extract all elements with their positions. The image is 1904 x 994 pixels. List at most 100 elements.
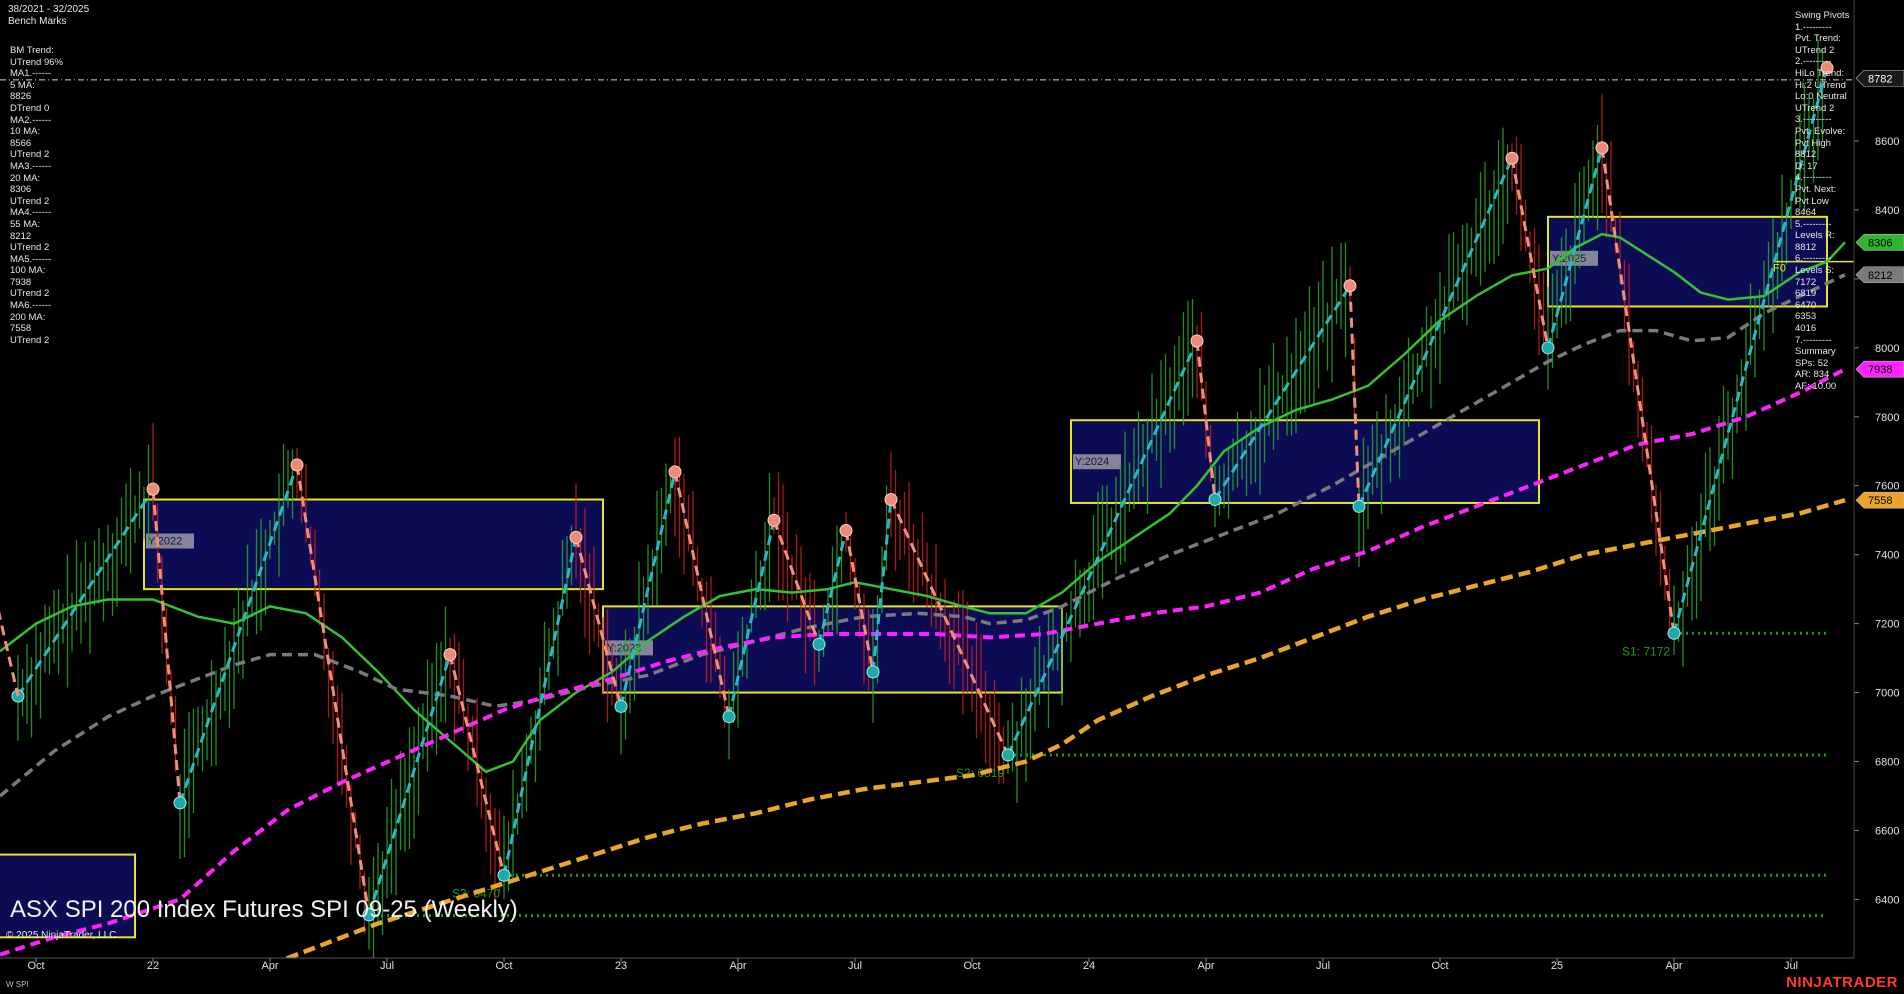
benchmark-line: 8212 bbox=[10, 230, 32, 242]
swing-pivot-high bbox=[839, 524, 853, 538]
swing-pivot-high bbox=[884, 493, 898, 507]
x-tick-label: Jul bbox=[1316, 960, 1330, 972]
year-box-label: Y:2025 bbox=[1552, 253, 1586, 265]
pivot-line: 6.--------- bbox=[1795, 253, 1832, 265]
benchmark-line: MA4.------ bbox=[10, 207, 52, 219]
swing-pivot-high bbox=[1505, 151, 1519, 165]
y-tick-label: 8000 bbox=[1875, 343, 1899, 355]
benchmark-line: 8566 bbox=[10, 137, 32, 149]
y-tick-label: 7800 bbox=[1875, 412, 1899, 424]
swing-pivot-low bbox=[812, 637, 826, 651]
swing-pivot-high bbox=[146, 482, 160, 496]
pivot-line: HiLo Trend: bbox=[1795, 67, 1845, 79]
pivot-line: 4.--------- bbox=[1795, 172, 1832, 184]
benchmark-line: MA1.------ bbox=[10, 68, 52, 80]
swing-segment bbox=[1600, 147, 1676, 634]
pivot-line: AR: 834 bbox=[1795, 369, 1830, 381]
pivot-line: 8812 bbox=[1795, 149, 1817, 161]
benchmark-line: MA6.------ bbox=[10, 300, 52, 312]
pivot-line: 7.--------- bbox=[1795, 334, 1832, 346]
year-box bbox=[143, 498, 604, 591]
swing-segment bbox=[0, 611, 20, 697]
ninjatrader-logo: NINJATRADER bbox=[1786, 974, 1898, 991]
swing-pivot-low bbox=[173, 796, 187, 810]
pivot-line: 6470 bbox=[1795, 299, 1817, 311]
pivot-line: 2.--------- bbox=[1795, 56, 1832, 68]
swing-pivot-high bbox=[443, 648, 457, 662]
pivot-line: 1.--------- bbox=[1795, 21, 1832, 33]
pivot-line: Pvt Low bbox=[1795, 195, 1829, 207]
year-box-tag bbox=[605, 640, 653, 656]
benchmark-line: 55 MA: bbox=[10, 218, 41, 230]
x-tick-label: Jul bbox=[848, 960, 862, 972]
year-box-label: Y:2022 bbox=[148, 536, 182, 548]
benchmark-line: MA2.------ bbox=[10, 114, 52, 126]
pivot-line: Pvt. Next: bbox=[1795, 183, 1837, 195]
benchmarks-panel: BM Trend: UTrend 96% MA1.------ 5 MA: 8826 DT… bbox=[10, 45, 63, 346]
benchmark-line: UTrend 2 bbox=[10, 195, 50, 207]
x-tick-label: Apr bbox=[729, 960, 746, 972]
y-tick-label: 8600 bbox=[1875, 136, 1899, 148]
benchmark-line: 8826 bbox=[10, 91, 32, 103]
pivot-line: Pvt. Evolve: bbox=[1795, 125, 1846, 137]
x-tick-label: Apr bbox=[1197, 960, 1214, 972]
swing-pivot-low bbox=[614, 699, 628, 713]
pivot-line: 6819 bbox=[1795, 288, 1817, 300]
price-marker-label: 8212 bbox=[1868, 270, 1892, 282]
price-marker bbox=[1855, 491, 1904, 509]
benchmark-line: 5 MA: bbox=[10, 79, 35, 91]
y-tick-label: 8400 bbox=[1875, 205, 1899, 217]
y-tick-label: 7600 bbox=[1875, 481, 1899, 493]
pivot-line: Levels R: bbox=[1795, 230, 1835, 242]
swing-segment bbox=[871, 499, 893, 673]
swing-segment bbox=[16, 488, 155, 697]
x-tick-label: 25 bbox=[1551, 960, 1563, 972]
year-box bbox=[1070, 419, 1540, 504]
swing-segment bbox=[1672, 67, 1829, 634]
x-tick-label: Jul bbox=[380, 960, 394, 972]
pivot-line: Summary bbox=[1795, 346, 1836, 358]
x-tick-label: Jul bbox=[1784, 960, 1798, 972]
chart-title: ASX SPI 200 Index Futures SPI 09-25 (Wee… bbox=[10, 896, 518, 923]
swing-segment bbox=[1510, 157, 1550, 349]
swing-pivot-high bbox=[1190, 334, 1204, 348]
swing-segment bbox=[1195, 340, 1217, 500]
swing-pivot-low bbox=[1541, 341, 1555, 355]
benchmark-line: BM Trend: bbox=[10, 45, 54, 56]
swing-pivots-panel: Swing Pivots 1.--------- Pvt. Trend: UTrend… bbox=[1795, 10, 1849, 393]
benchmark-line: 20 MA: bbox=[10, 172, 41, 184]
swing-segment bbox=[772, 519, 821, 645]
swing-segment bbox=[574, 537, 623, 707]
swing-segment bbox=[1348, 285, 1361, 507]
pivot-line: 7172 bbox=[1795, 276, 1817, 288]
swing-pivot-high bbox=[290, 458, 304, 472]
y-tick-label: 6600 bbox=[1875, 825, 1899, 837]
x-tick-label: Oct bbox=[1431, 960, 1448, 972]
swing-segment bbox=[367, 654, 452, 916]
bench-marks-label: Bench Marks bbox=[8, 16, 67, 27]
swing-segment bbox=[673, 471, 731, 718]
price-marker-label: 8782 bbox=[1868, 73, 1892, 85]
pivot-line: Lo:0 Neutral bbox=[1795, 91, 1847, 103]
year-box bbox=[0, 853, 136, 939]
y-tick-label: 6800 bbox=[1875, 757, 1899, 769]
swing-pivot-low bbox=[497, 868, 511, 882]
instrument-label: W SPI bbox=[6, 980, 29, 989]
benchmark-line: UTrend 2 bbox=[10, 288, 50, 300]
swing-segment bbox=[151, 489, 182, 804]
benchmark-line: UTrend 2 bbox=[10, 242, 50, 254]
swing-pivot-low bbox=[866, 665, 880, 679]
swing-pivot-high bbox=[1820, 61, 1834, 75]
year-box-label: Y:2024 bbox=[1075, 456, 1109, 468]
x-tick-label: Apr bbox=[261, 960, 278, 972]
swing-segment bbox=[1546, 147, 1604, 349]
swing-pivot-high bbox=[668, 465, 682, 479]
pivot-line: AF: 10.00 bbox=[1795, 381, 1837, 392]
swing-pivot-low bbox=[362, 908, 376, 922]
ma-line-100-ma bbox=[0, 367, 1846, 957]
support-label: S1: 7172 bbox=[1622, 644, 1670, 658]
pivot-line: 4016 bbox=[1795, 323, 1817, 335]
swing-pivot-low bbox=[722, 710, 736, 724]
pivot-line: Pvt High bbox=[1795, 137, 1831, 149]
